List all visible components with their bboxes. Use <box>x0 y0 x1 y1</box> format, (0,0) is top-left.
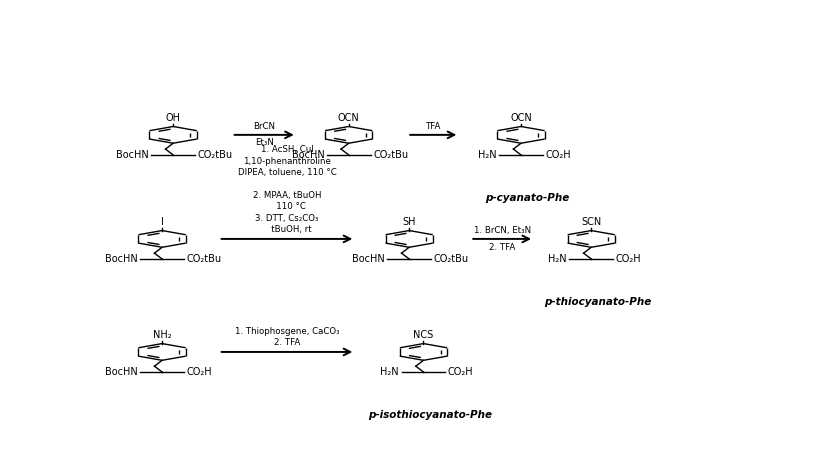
Text: BocHN: BocHN <box>116 150 149 160</box>
Text: OCN: OCN <box>510 113 532 123</box>
Text: BocHN: BocHN <box>291 150 324 160</box>
Text: 1. BrCN, Et₃N: 1. BrCN, Et₃N <box>473 226 531 235</box>
Text: TFA: TFA <box>425 122 441 131</box>
Text: CO₂tBu: CO₂tBu <box>434 254 469 264</box>
Text: CO₂tBu: CO₂tBu <box>373 150 409 160</box>
Text: 1. AcSH, CuI
1,10-phenanthroline
DIPEA, toluene, 110 °C

2. MPAA, tBuOH
   110 °: 1. AcSH, CuI 1,10-phenanthroline DIPEA, … <box>237 145 336 234</box>
Text: CO₂tBu: CO₂tBu <box>186 254 221 264</box>
Text: 1. Thiophosgene, CaCO₃
2. TFA: 1. Thiophosgene, CaCO₃ 2. TFA <box>235 327 339 347</box>
Text: BrCN: BrCN <box>253 122 275 131</box>
Text: p-isothiocyanato-Phe: p-isothiocyanato-Phe <box>368 410 492 420</box>
Text: Et₃N: Et₃N <box>255 138 274 147</box>
Text: SH: SH <box>403 217 416 227</box>
Text: NH₂: NH₂ <box>153 330 171 340</box>
Text: OCN: OCN <box>338 113 360 123</box>
Text: NCS: NCS <box>414 330 434 340</box>
Text: CO₂H: CO₂H <box>545 150 571 160</box>
Text: BocHN: BocHN <box>105 367 138 377</box>
Text: 2. TFA: 2. TFA <box>489 242 515 252</box>
Text: CO₂H: CO₂H <box>186 367 212 377</box>
Text: BocHN: BocHN <box>105 254 138 264</box>
Text: p-cyanato-Phe: p-cyanato-Phe <box>486 192 570 203</box>
Text: H₂N: H₂N <box>380 367 399 377</box>
Text: SCN: SCN <box>581 217 602 227</box>
Text: BocHN: BocHN <box>352 254 385 264</box>
Text: H₂N: H₂N <box>548 254 567 264</box>
Text: CO₂tBu: CO₂tBu <box>198 150 232 160</box>
Text: p-thiocyanato-Phe: p-thiocyanato-Phe <box>545 297 651 307</box>
Text: H₂N: H₂N <box>478 150 497 160</box>
Text: CO₂H: CO₂H <box>616 254 641 264</box>
Text: I: I <box>160 217 164 227</box>
Text: CO₂H: CO₂H <box>448 367 473 377</box>
Text: OH: OH <box>165 113 180 123</box>
